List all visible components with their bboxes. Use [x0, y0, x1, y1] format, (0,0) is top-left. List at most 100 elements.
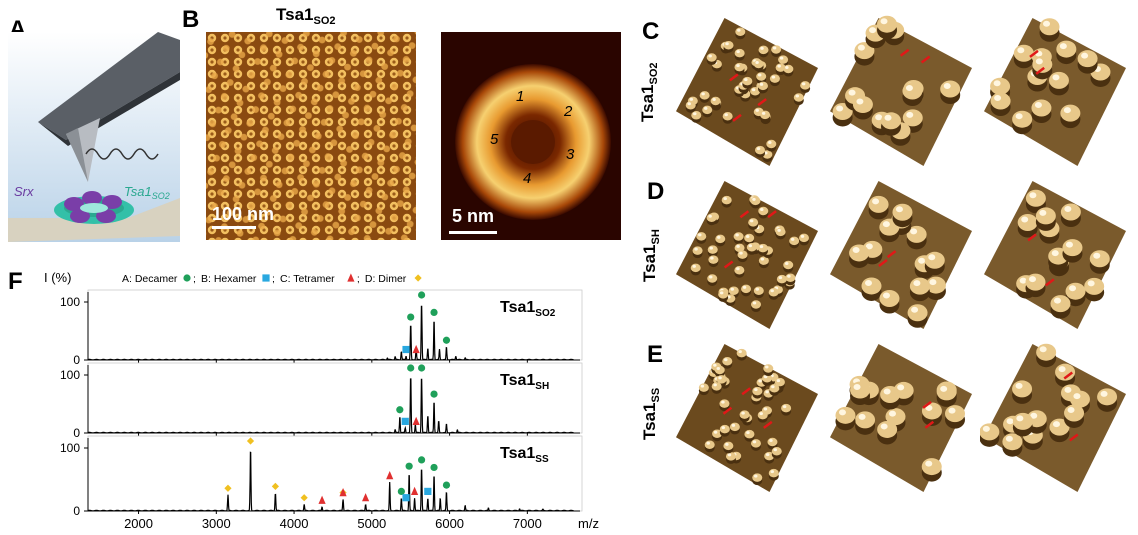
spectrum-line [87, 378, 574, 434]
scale-label-left: 100 nm [212, 204, 275, 224]
y-tick-label: 0 [73, 426, 80, 440]
red-arrow-icon [767, 210, 777, 219]
marker-decamer [430, 308, 438, 316]
spectrum-line [87, 305, 574, 361]
marker-tetramer [339, 488, 347, 497]
marker-dimer [271, 482, 280, 490]
red-arrow-icon [899, 48, 910, 57]
scale-bar-left [212, 226, 256, 229]
subunit-4: 4 [523, 170, 532, 187]
red-arrow-icon [1035, 66, 1045, 75]
red-arrow-icon [1045, 278, 1055, 287]
marker-tetramer [412, 416, 420, 425]
red-arrow-icon [722, 406, 733, 415]
row-label-e: Tsa1SS [640, 387, 662, 440]
subunit-3: 3 [566, 146, 575, 163]
row-label-c: Tsa1SO2 [638, 62, 660, 122]
red-arrow-icon [757, 98, 767, 107]
marker-decamer [417, 456, 426, 464]
red-arrow-icon [739, 210, 750, 219]
red-arrow-icon [732, 113, 742, 122]
series-name: Tsa1SO2 [500, 299, 556, 319]
scale-bar-right [449, 231, 497, 234]
marker-hexamer [262, 274, 270, 282]
afm-3d-tile [676, 18, 818, 166]
x-axis-label: m/z [578, 516, 599, 530]
marker-decamer [442, 336, 451, 344]
afm-3d-tile [984, 18, 1126, 166]
marker-tetramer [318, 495, 326, 504]
x-tick-label: 5000 [357, 516, 386, 530]
afm-zoom-image [441, 32, 621, 240]
spring-icon [85, 148, 159, 160]
afm-3d-tile [980, 343, 1126, 492]
srx-label: Srx [14, 184, 34, 199]
marker-hexamer [402, 345, 410, 354]
series-name: Tsa1SH [500, 372, 549, 392]
legend-label: A: Decamer [122, 273, 178, 285]
mass-spectrum-chart: I (%) A: Decamer; B: Hexamer; C: Tetramer; D… [44, 270, 599, 530]
red-arrow-icon [1069, 433, 1079, 442]
marker-hexamer [401, 417, 409, 425]
marker-dimer [246, 437, 255, 445]
marker-tetramer [412, 344, 420, 354]
panel-b-title: Tsa1SO2 [276, 5, 336, 27]
red-arrow-icon [763, 420, 773, 429]
legend-separator: ; [193, 273, 196, 285]
red-arrow-icon [723, 260, 734, 269]
afm-3d-tile [830, 181, 972, 329]
afm-3d-tile [676, 181, 818, 329]
legend-separator: ; [272, 273, 275, 285]
marker-hexamer [402, 494, 410, 502]
subunit-5: 5 [490, 131, 499, 148]
subunit-1: 1 [516, 88, 525, 105]
marker-decamer [417, 291, 426, 299]
y-axis-label: I (%) [44, 270, 71, 285]
marker-tetramer [347, 273, 355, 282]
red-arrow-icon [920, 55, 931, 64]
spectrum-line [87, 451, 574, 512]
panel-label-c: C [642, 18, 660, 45]
legend-label: C: Tetramer [280, 273, 335, 285]
red-arrow-icon [1027, 233, 1037, 242]
red-arrow-icon [1063, 371, 1074, 380]
x-tick-label: 4000 [280, 516, 309, 530]
marker-decamer [430, 463, 438, 472]
afm-overview-image [206, 32, 416, 240]
subunit-2: 2 [564, 103, 573, 120]
red-arrow-icon [741, 387, 751, 396]
scale-label-right: 5 nm [452, 206, 495, 226]
x-tick-label: 7000 [513, 516, 542, 530]
marker-decamer [442, 481, 451, 489]
red-arrow-icon [886, 250, 897, 259]
y-tick-label: 100 [60, 441, 80, 455]
red-arrow-icon [729, 73, 739, 82]
marker-decamer [405, 462, 413, 470]
x-tick-label: 2000 [124, 516, 153, 530]
afm-3d-tile [830, 15, 972, 166]
panel-label-f: F [8, 268, 23, 295]
x-tick-label: 6000 [435, 516, 464, 530]
afm-schematic [8, 32, 180, 242]
marker-decamer [430, 390, 438, 398]
y-tick-label: 0 [73, 504, 80, 518]
marker-dimer [224, 484, 232, 492]
tsa-label-a: Tsa1SO2 [124, 184, 170, 201]
panel-label-d: D [647, 178, 665, 205]
afm-3d-tile [830, 344, 972, 492]
afm-3d-tile [984, 181, 1126, 329]
marker-dimer [414, 274, 422, 282]
red-arrow-icon [878, 259, 888, 268]
y-tick-label: 100 [60, 295, 80, 309]
panel-label-b: B [182, 6, 200, 33]
x-tick-label: 3000 [202, 516, 231, 530]
series-name: Tsa1SS [500, 445, 549, 465]
red-arrow-icon [924, 420, 935, 429]
afm-3d-tile [676, 344, 818, 492]
legend-label: B: Hexamer [201, 273, 257, 285]
marker-decamer [397, 487, 405, 495]
row-label-d: Tsa1SH [640, 229, 662, 282]
marker-decamer [407, 313, 415, 321]
red-arrow-icon [922, 400, 932, 409]
marker-decamer [183, 274, 191, 282]
